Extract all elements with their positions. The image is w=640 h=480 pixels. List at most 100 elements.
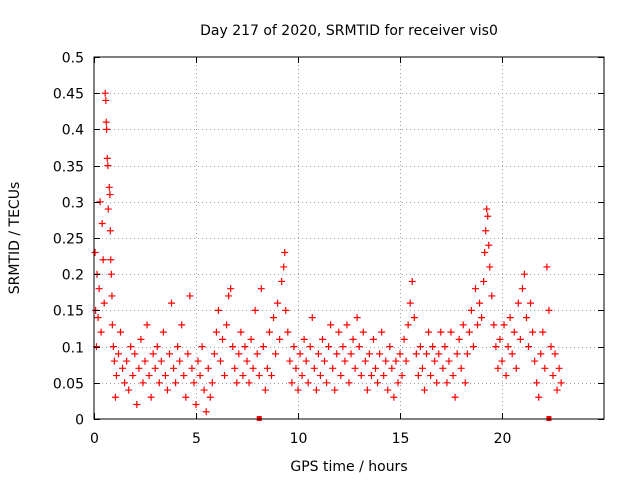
- y-tick-label: 0.3: [62, 196, 84, 212]
- data-point: [302, 357, 310, 365]
- data-point: [418, 364, 426, 372]
- data-point: [549, 372, 557, 380]
- data-point: [174, 343, 182, 351]
- data-point: [508, 350, 516, 358]
- data-point: [531, 357, 539, 365]
- data-point: [541, 364, 549, 372]
- data-point: [414, 372, 422, 380]
- data-point: [425, 328, 433, 336]
- data-point: [282, 306, 290, 314]
- data-point: [504, 343, 512, 351]
- data-point: [239, 372, 247, 380]
- data-point: [216, 357, 224, 365]
- data-point: [376, 350, 384, 358]
- data-point: [347, 350, 355, 358]
- data-point: [451, 393, 459, 401]
- data-point: [416, 343, 424, 351]
- y-tick-label: 0.15: [53, 304, 84, 320]
- data-point: [478, 314, 486, 322]
- data-point: [139, 379, 147, 387]
- data-point: [151, 364, 159, 372]
- x-tick-label: 5: [192, 431, 201, 447]
- y-axis-label: SRMTID / TECUs: [7, 182, 23, 295]
- data-point: [178, 321, 186, 329]
- data-point: [165, 350, 173, 358]
- data-point: [186, 292, 194, 300]
- data-point: [103, 154, 111, 162]
- data-point: [361, 357, 369, 365]
- data-point: [551, 350, 559, 358]
- data-point: [449, 372, 457, 380]
- data-point: [457, 364, 465, 372]
- data-point: [235, 350, 243, 358]
- data-point: [214, 306, 222, 314]
- x-axis-label: GPS time / hours: [290, 459, 407, 475]
- data-point: [439, 364, 447, 372]
- data-point: [196, 372, 204, 380]
- data-point: [104, 162, 112, 170]
- y-tick-label: 0.05: [53, 377, 84, 393]
- data-point: [200, 386, 208, 394]
- data-point: [394, 379, 402, 387]
- y-tick-label: 0.45: [53, 87, 84, 103]
- data-point: [280, 263, 288, 271]
- x-tick-label: 10: [290, 431, 308, 447]
- data-point: [463, 350, 471, 358]
- data-point: [284, 328, 292, 336]
- data-point: [135, 364, 143, 372]
- data-point: [400, 335, 408, 343]
- x-tick-label: 15: [392, 431, 410, 447]
- y-tick-labels: 0 0.05 0.1 0.15 0.2 0.25 0.3 0.35 0.4 0.45 0.5: [53, 51, 84, 429]
- data-point: [547, 343, 555, 351]
- data-point: [388, 364, 396, 372]
- data-point: [539, 328, 547, 336]
- data-point: [292, 364, 300, 372]
- data-point: [363, 386, 371, 394]
- data-point: [555, 364, 563, 372]
- data-point: [522, 314, 530, 322]
- data-point: [488, 292, 496, 300]
- data-point: [194, 357, 202, 365]
- data-point: [241, 343, 249, 351]
- y-tick-label: 0.2: [62, 268, 84, 284]
- data-point: [131, 350, 139, 358]
- data-point: [325, 343, 333, 351]
- data-point: [109, 343, 117, 351]
- data-point: [518, 285, 526, 293]
- data-point: [108, 292, 116, 300]
- data-point: [281, 248, 289, 256]
- data-point: [543, 263, 551, 271]
- data-point: [321, 357, 329, 365]
- data-point: [310, 364, 318, 372]
- data-point: [441, 343, 449, 351]
- data-point: [327, 321, 335, 329]
- data-point: [278, 277, 286, 285]
- data-point: [406, 299, 414, 307]
- x-tick-label: 20: [494, 431, 512, 447]
- data-point: [494, 364, 502, 372]
- data-point: [210, 350, 218, 358]
- data-point: [396, 350, 404, 358]
- data-point: [99, 256, 107, 264]
- data-point: [127, 343, 135, 351]
- data-point: [357, 372, 365, 380]
- data-point: [172, 379, 180, 387]
- data-point: [355, 343, 363, 351]
- data-point: [102, 96, 110, 104]
- data-point: [476, 299, 484, 307]
- data-point: [204, 364, 212, 372]
- data-point: [102, 118, 110, 126]
- data-point: [263, 364, 271, 372]
- data-point: [433, 379, 441, 387]
- data-point: [443, 379, 451, 387]
- data-point: [300, 335, 308, 343]
- data-point: [492, 343, 500, 351]
- data-point: [410, 314, 418, 322]
- data-point: [192, 401, 200, 409]
- data-point: [170, 364, 178, 372]
- data-point: [182, 393, 190, 401]
- data-point: [202, 408, 210, 416]
- data-point: [484, 212, 492, 220]
- data-point: [481, 248, 489, 256]
- data-point: [498, 357, 506, 365]
